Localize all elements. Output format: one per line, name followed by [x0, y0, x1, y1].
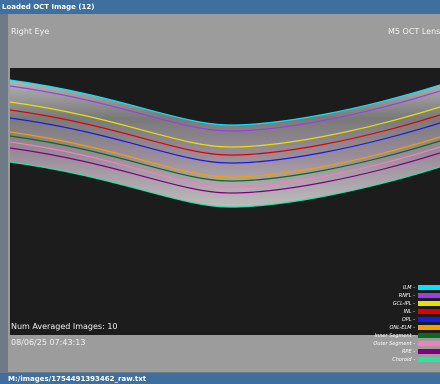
averaged-label: Num Averaged Images: 10: [11, 322, 118, 331]
legend-swatch: [418, 285, 440, 290]
legend-label: RNFL -: [399, 293, 415, 299]
inl-line: [9, 109, 440, 156]
layer-lines: [9, 79, 440, 208]
legend-label: GCL-IPL -: [393, 301, 415, 307]
legend: ILM - RNFL - GCL-IPL - INL - OPL - ONL-E…: [373, 285, 440, 363]
inner-segment-line: [9, 135, 440, 182]
gcl-ipl-line: [9, 101, 440, 148]
outer-segment-line: [9, 141, 440, 188]
legend-swatch: [418, 349, 440, 354]
choroid-line: [9, 161, 440, 208]
rpe-line: [9, 147, 440, 194]
status-bar: [0, 373, 440, 384]
legend-label: OPL -: [402, 317, 415, 323]
onl-elm-line: [9, 131, 440, 178]
legend-swatch: [418, 333, 440, 338]
title-bar: [0, 0, 440, 14]
timestamp: 08/06/25 07:43:13: [11, 338, 85, 347]
legend-label: INL -: [404, 309, 416, 315]
legend-swatch: [418, 293, 440, 298]
legend-label: Inner Segment -: [375, 333, 416, 339]
eye-label: Right Eye: [11, 27, 49, 36]
legend-swatch: [418, 317, 440, 322]
legend-swatch: [418, 357, 440, 362]
legend-swatch: [418, 309, 440, 314]
legend-label: Choroid -: [392, 357, 415, 363]
legend-swatch: [418, 341, 440, 346]
file-path: M:/images/1754491393462_raw.txt: [8, 375, 147, 383]
window-title: Loaded OCT Image (12): [2, 3, 94, 11]
opl-line: [9, 117, 440, 164]
legend-label: ILM -: [403, 285, 415, 291]
rnfl-line: [9, 85, 440, 132]
legend-label: RPE -: [402, 349, 415, 355]
lens-label: M5 OCT Lens: [388, 27, 440, 36]
legend-label: ONL-ELM -: [389, 325, 415, 331]
legend-label: Outer Segment -: [373, 341, 415, 347]
legend-swatch: [418, 325, 440, 330]
legend-swatch: [418, 301, 440, 306]
ilm-line: [9, 79, 440, 126]
